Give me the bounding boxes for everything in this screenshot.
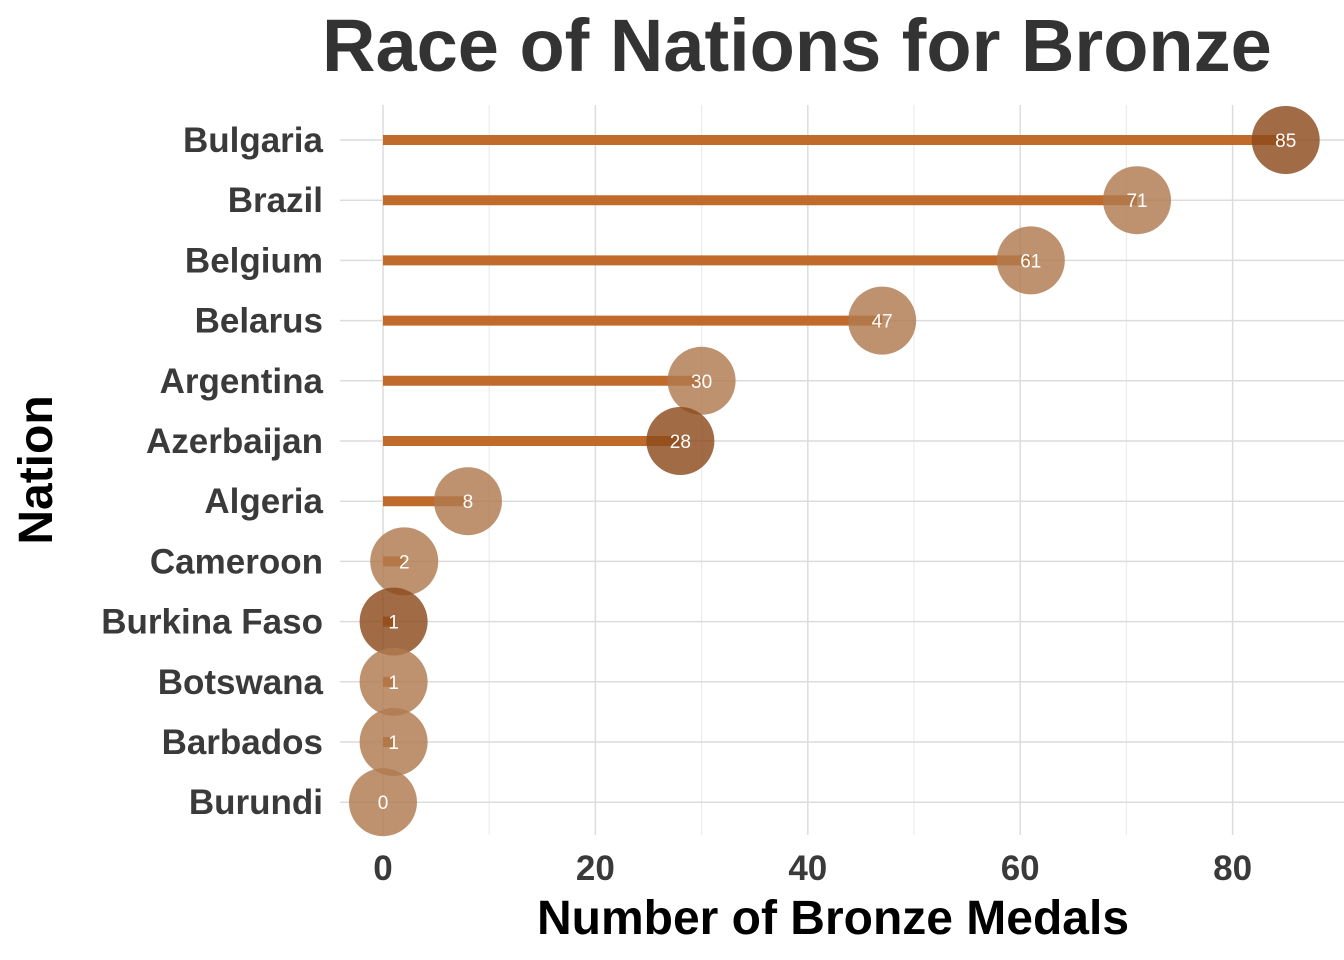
lollipop-point bbox=[646, 407, 715, 475]
point-value-label: 71 bbox=[1126, 191, 1147, 212]
lollipop-point bbox=[1103, 166, 1172, 235]
lollipop-point bbox=[370, 527, 439, 596]
point-value-label: 8 bbox=[463, 492, 474, 513]
y-category-label: Bulgaria bbox=[183, 121, 324, 160]
lollipop-point bbox=[349, 768, 417, 837]
lollipop-point bbox=[996, 226, 1065, 295]
y-category-label: Botswana bbox=[158, 663, 324, 702]
x-axis-tick-labels: 0 20 40 60 80 bbox=[373, 849, 1252, 888]
y-category-label: Belgium bbox=[185, 241, 323, 280]
y-category-label: Barbados bbox=[162, 723, 323, 762]
point-value-label: 85 bbox=[1275, 131, 1296, 152]
lollipop-point bbox=[359, 647, 428, 716]
point-value-label: 0 bbox=[378, 793, 389, 814]
point-value-label: 1 bbox=[388, 673, 399, 694]
y-category-label: Argentina bbox=[160, 362, 324, 401]
x-axis-title: Number of Bronze Medals bbox=[537, 892, 1129, 945]
lollipop-point bbox=[848, 286, 917, 355]
lollipop-marks: 85 71 61 47 30 28 8 2 1 1 1 0 bbox=[349, 106, 1320, 837]
lollipop-point bbox=[359, 587, 428, 656]
chart-title: Race of Nations for Bronze bbox=[322, 4, 1272, 87]
x-tick-label: 0 bbox=[373, 849, 392, 888]
y-category-label: Belarus bbox=[195, 302, 323, 341]
point-value-label: 47 bbox=[872, 312, 893, 333]
lollipop-point bbox=[667, 346, 736, 415]
x-tick-label: 40 bbox=[788, 849, 827, 888]
y-category-label: Burundi bbox=[189, 783, 323, 822]
y-category-label: Algeria bbox=[204, 482, 323, 521]
gridlines bbox=[340, 105, 1344, 835]
lollipop-point bbox=[1251, 106, 1320, 174]
y-category-label: Burkina Faso bbox=[101, 603, 323, 642]
lollipop-point bbox=[359, 708, 428, 776]
y-category-label: Brazil bbox=[228, 181, 323, 220]
x-tick-label: 20 bbox=[576, 849, 615, 888]
x-tick-label: 60 bbox=[1001, 849, 1040, 888]
point-value-label: 61 bbox=[1020, 251, 1041, 272]
y-category-label: Cameroon bbox=[150, 542, 323, 581]
x-tick-label: 80 bbox=[1213, 849, 1252, 888]
lollipop-point bbox=[433, 467, 502, 536]
y-axis-title: Nation bbox=[10, 395, 63, 544]
y-axis-category-labels: Bulgaria Brazil Belgium Belarus Argentina Aze… bbox=[101, 121, 323, 822]
point-value-label: 30 bbox=[691, 372, 712, 393]
point-value-label: 2 bbox=[399, 552, 410, 573]
point-value-label: 28 bbox=[670, 432, 691, 453]
y-category-label: Azerbaijan bbox=[146, 422, 323, 461]
point-value-label: 1 bbox=[388, 733, 399, 754]
point-value-label: 1 bbox=[388, 613, 399, 634]
